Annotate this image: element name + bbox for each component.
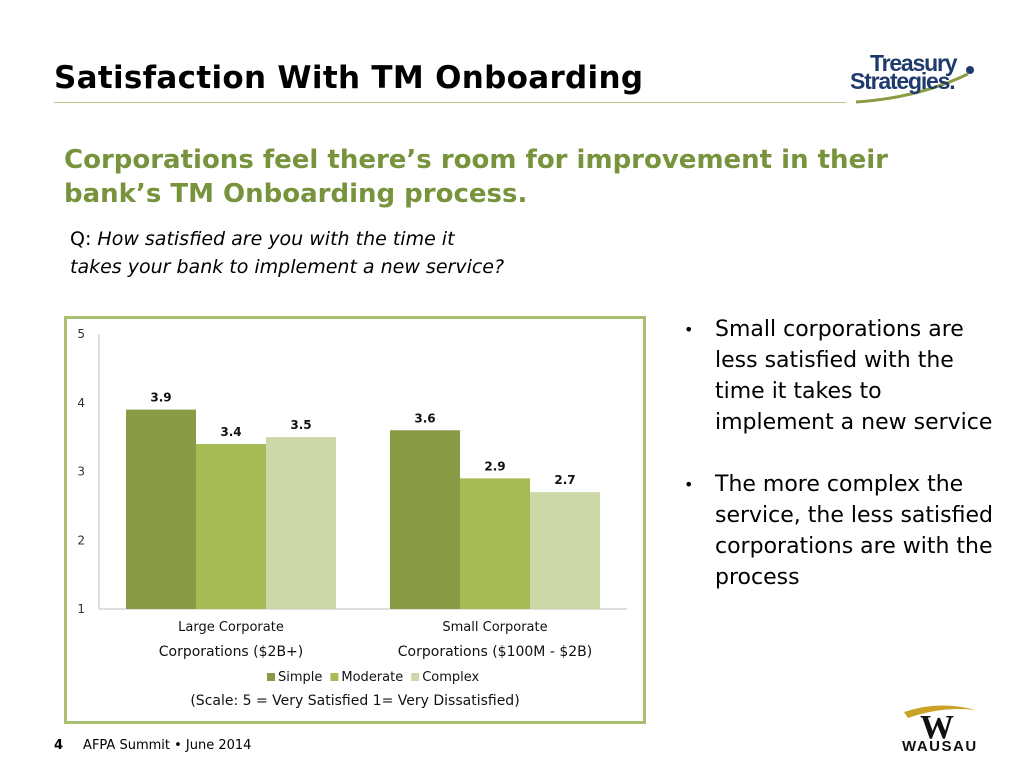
bullet-icon: • [684,475,694,494]
slide-title: Satisfaction With TM Onboarding [54,60,644,96]
wausau-w-icon: W [904,705,976,746]
y-tick-label: 3 [77,465,85,479]
y-tick-label: 4 [77,396,85,410]
svg-text:W: W [920,709,954,742]
legend-swatch [411,673,420,681]
y-tick-label: 1 [77,602,85,616]
logo-swoosh-icon [855,66,974,104]
legend-label: Complex [422,670,479,685]
bullet-text: The more complex the service, the less s… [715,472,993,590]
bullet-item: • The more complex the service, the less … [684,469,1004,593]
data-label: 2.9 [484,459,505,473]
footer: 4 AFPA Summit • June 2014 [54,738,251,753]
headline: Corporations feel there’s room for impro… [64,145,888,209]
data-label: 3.9 [150,391,171,405]
bullet-icon: • [684,320,694,339]
chart-frame: 1 2 3 4 5 3.9 3.4 3.5 Large Corporate Corporation… [64,316,646,724]
bar [460,478,530,609]
x-category-label: Large Corporate [178,620,284,635]
logo-text-line2: Strategies. [850,68,956,94]
chart-note: (Scale: 5 = Very Satisfied 1= Very Dissa… [190,693,519,709]
question-prefix: Q: [70,228,98,250]
legend-swatch [267,673,275,681]
treasury-strategies-logo: Treasury Strategies. [848,50,978,106]
legend-swatch [330,673,339,681]
data-label: 3.5 [290,418,311,432]
wausau-logo: W WAUSAU [898,702,982,762]
x-category-sublabel: Corporations ($100M - $2B) [398,644,592,660]
bar [196,444,266,609]
page-number: 4 [54,738,64,753]
x-category-label: Small Corporate [442,620,547,635]
bar-chart: 1 2 3 4 5 3.9 3.4 3.5 Large Corporate Corporation… [77,327,627,709]
data-label: 3.4 [220,425,241,439]
bar [390,430,460,609]
legend-label: Moderate [341,670,403,685]
wausau-text: WAUSAU [902,738,978,755]
survey-question: Q: How satisfied are you with the time i… [70,225,510,281]
question-text: How satisfied are you with the time it t… [70,228,505,278]
data-label: 2.7 [554,473,575,487]
bullet-item: • Small corporations are less satisfied w… [684,314,1004,438]
title-divider [54,102,846,103]
x-category-sublabel: Corporations ($2B+) [159,644,304,660]
bullet-list: • Small corporations are less satisfied w… [684,314,1004,624]
bullet-text: Small corporations are less satisfied wi… [715,317,993,435]
bar [530,492,600,609]
logo-text-line1: Treasury [870,50,958,76]
data-label: 3.6 [414,411,435,425]
y-tick-label: 2 [77,533,85,547]
bar [126,409,196,609]
footer-event: AFPA Summit • June 2014 [83,738,252,753]
y-tick-label: 5 [77,327,85,341]
legend-label: Simple [278,670,322,685]
bar [266,437,336,609]
